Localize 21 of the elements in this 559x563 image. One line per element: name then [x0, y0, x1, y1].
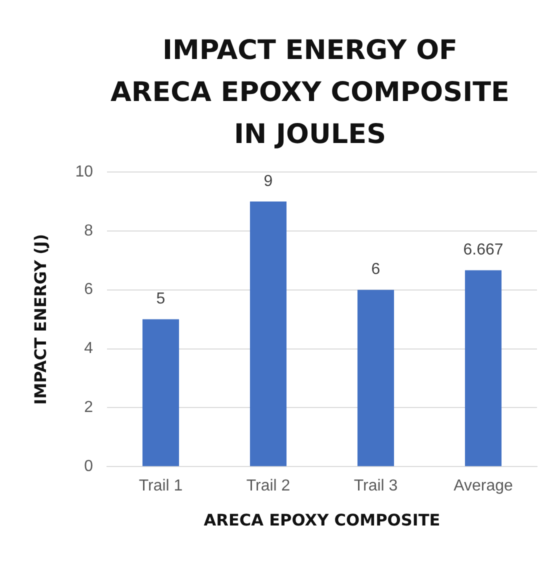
data-label: 9	[264, 172, 273, 190]
y-tick-label: 4	[84, 340, 94, 358]
data-label: 6.667	[463, 242, 504, 259]
bar	[357, 290, 394, 466]
x-tick-label: Average	[454, 478, 513, 495]
chart-title: IMPACT ENERGY OF ARECA EPOXY COMPOSITE IN JOULES	[110, 34, 510, 152]
bar	[142, 319, 180, 466]
x-tick-label: Trail 1	[138, 478, 183, 495]
y-tick-label: 0	[84, 458, 94, 476]
x-tick-label: Trail 3	[354, 478, 398, 495]
y-tick-label: 10	[75, 163, 94, 180]
bar	[250, 201, 287, 466]
y-tick-label: 6	[84, 281, 94, 298]
y-tick-label: 8	[84, 222, 94, 240]
bar	[464, 270, 502, 466]
y-axis-title: IMPACT ENERGY (J)	[30, 234, 50, 405]
x-tick-label: Trail 2	[246, 478, 290, 495]
x-axis-title: ARECA EPOXY COMPOSITE	[204, 510, 440, 530]
y-tick-label: 2	[84, 399, 94, 416]
data-label: 5	[156, 290, 166, 308]
data-label: 6	[371, 261, 380, 278]
